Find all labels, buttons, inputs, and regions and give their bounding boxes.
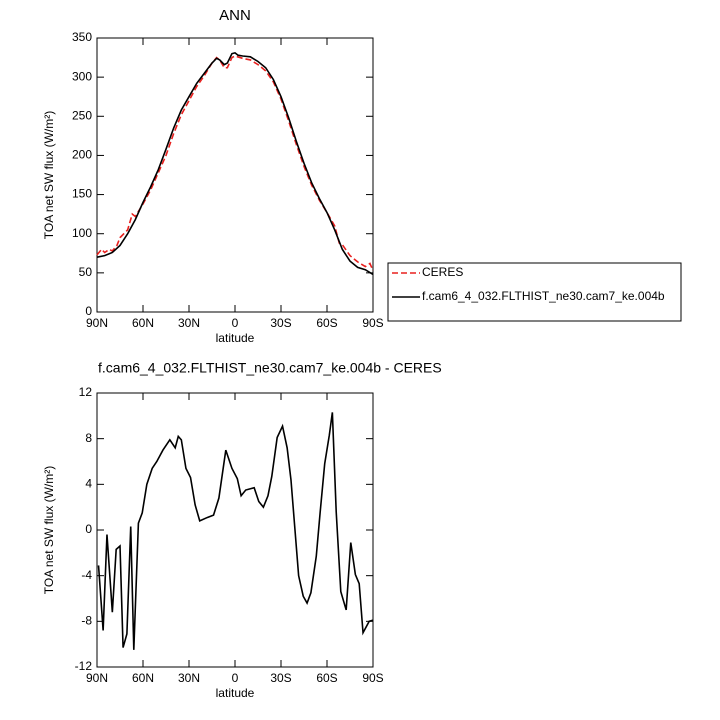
x-tick-label: 60N xyxy=(132,316,154,330)
x-axis-label: latitude xyxy=(216,331,255,345)
x-tick-label: 90S xyxy=(362,671,383,685)
x-axis-label: latitude xyxy=(216,686,255,700)
x-tick-label: 90S xyxy=(362,316,383,330)
legend-label: CERES xyxy=(422,265,463,279)
x-tick-label: 60S xyxy=(316,671,337,685)
data-line xyxy=(96,55,374,271)
y-tick-label: -4 xyxy=(81,568,92,582)
y-tick-label: 250 xyxy=(72,108,92,122)
y-tick-label: 0 xyxy=(85,522,92,536)
y-tick-label: 50 xyxy=(79,265,93,279)
y-tick-label: 12 xyxy=(79,385,93,399)
y-axis-label: TOA net SW flux (W/m²) xyxy=(42,111,56,239)
x-tick-label: 90N xyxy=(86,316,108,330)
y-axis-label: TOA net SW flux (W/m²) xyxy=(42,466,56,594)
y-tick-label: 4 xyxy=(85,477,92,491)
data-line xyxy=(96,51,374,276)
x-tick-label: 60N xyxy=(132,671,154,685)
y-tick-label: 350 xyxy=(72,30,92,44)
x-tick-label: 60S xyxy=(316,316,337,330)
x-tick-label: 30S xyxy=(270,671,291,685)
y-tick-label: 150 xyxy=(72,187,92,201)
y-tick-label: -12 xyxy=(75,659,93,673)
plot-frame xyxy=(96,37,374,313)
y-tick-label: 0 xyxy=(85,304,92,318)
x-tick-label: 30S xyxy=(270,316,291,330)
chart-title: f.cam6_4_032.FLTHIST_ne30.cam7_ke.004b -… xyxy=(98,360,442,376)
x-tick-label: 0 xyxy=(232,671,239,685)
legend-box xyxy=(387,262,682,322)
x-tick-label: 90N xyxy=(86,671,108,685)
x-tick-label: 30N xyxy=(178,316,200,330)
data-line xyxy=(97,412,374,650)
x-tick-label: 0 xyxy=(232,316,239,330)
y-tick-label: 200 xyxy=(72,148,92,162)
x-tick-label: 30N xyxy=(178,671,200,685)
y-tick-label: -8 xyxy=(81,614,92,628)
y-tick-label: 8 xyxy=(85,431,92,445)
y-tick-label: 100 xyxy=(72,226,92,240)
y-tick-label: 300 xyxy=(72,69,92,83)
chart-title: ANN xyxy=(219,7,251,24)
legend-label: f.cam6_4_032.FLTHIST_ne30.cam7_ke.004b xyxy=(422,289,665,303)
